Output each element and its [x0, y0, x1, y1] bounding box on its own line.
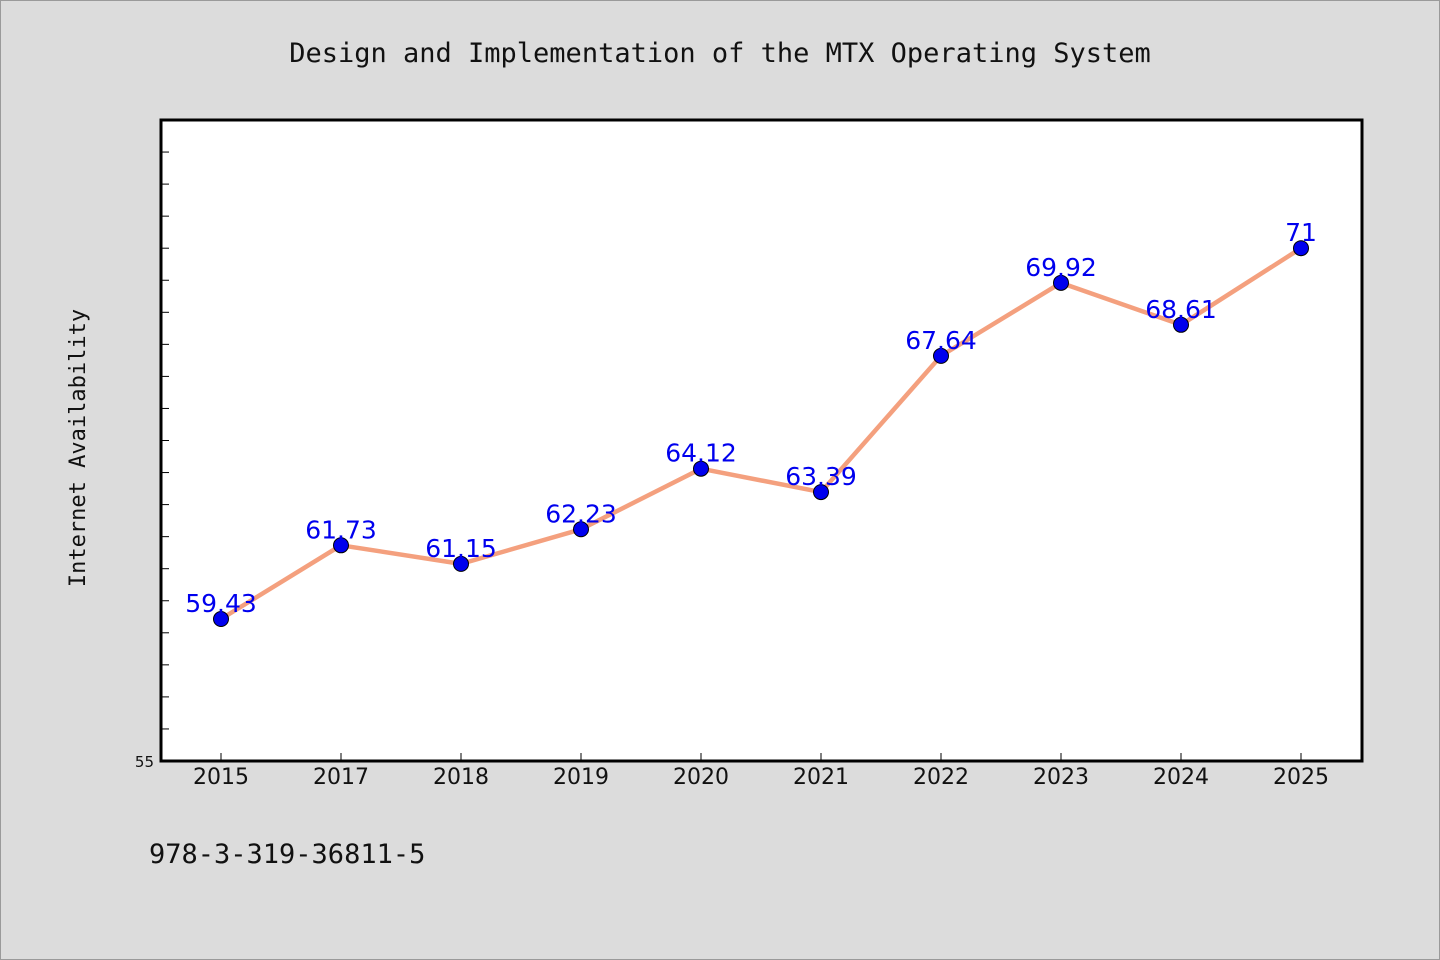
data-label: 71	[1285, 218, 1317, 247]
x-tick-label: 2020	[673, 765, 729, 790]
series-points	[213, 240, 1309, 628]
data-label: 62.23	[545, 499, 617, 528]
x-axis-ticks: 2015 2017 2018 2019 2020 2021 2022 2023 2024 2025	[193, 753, 1329, 790]
data-point	[453, 555, 469, 572]
x-tick-label: 2025	[1273, 765, 1329, 790]
series-line	[218, 245, 1304, 622]
plot-area	[159, 118, 1364, 763]
x-tick-label: 2018	[433, 765, 489, 790]
data-point	[813, 484, 829, 501]
data-point	[1293, 240, 1309, 257]
x-tick-label: 2021	[793, 765, 849, 790]
x-tick-label: 2024	[1153, 765, 1209, 790]
data-point	[213, 611, 229, 628]
x-tick-label: 2019	[553, 765, 609, 790]
data-labels: 59.43 61.73 61.15 62.23 64.12 63.39 67.64 69.92…	[185, 218, 1317, 618]
x-tick-label: 2017	[313, 765, 369, 790]
data-point	[1173, 316, 1189, 333]
chart-title: Design and Implementation of the MTX Ope…	[289, 38, 1151, 69]
isbn-footer: 978-3-319-36811-5	[149, 839, 425, 870]
series-line-group	[218, 245, 1304, 622]
y-axis-ticks	[161, 151, 169, 730]
data-point	[573, 521, 589, 538]
data-label: 68.61	[1145, 295, 1217, 324]
x-tick-label: 2023	[1033, 765, 1089, 790]
data-point	[933, 347, 949, 364]
y-axis-title: Internet Availability	[66, 309, 91, 587]
data-label: 69.92	[1025, 253, 1097, 282]
data-label: 67.64	[905, 326, 977, 355]
data-label: 59.43	[185, 589, 257, 618]
data-label: 63.39	[785, 462, 857, 491]
data-label: 61.73	[305, 515, 377, 544]
data-point	[1053, 274, 1069, 291]
y-axis-min-label: 55	[135, 753, 154, 771]
data-label: 61.15	[425, 534, 497, 563]
x-tick-label: 2022	[913, 765, 969, 790]
x-tick-label: 2015	[193, 765, 249, 790]
data-point	[333, 537, 349, 554]
data-point	[693, 460, 709, 477]
data-label: 64.12	[665, 439, 737, 468]
